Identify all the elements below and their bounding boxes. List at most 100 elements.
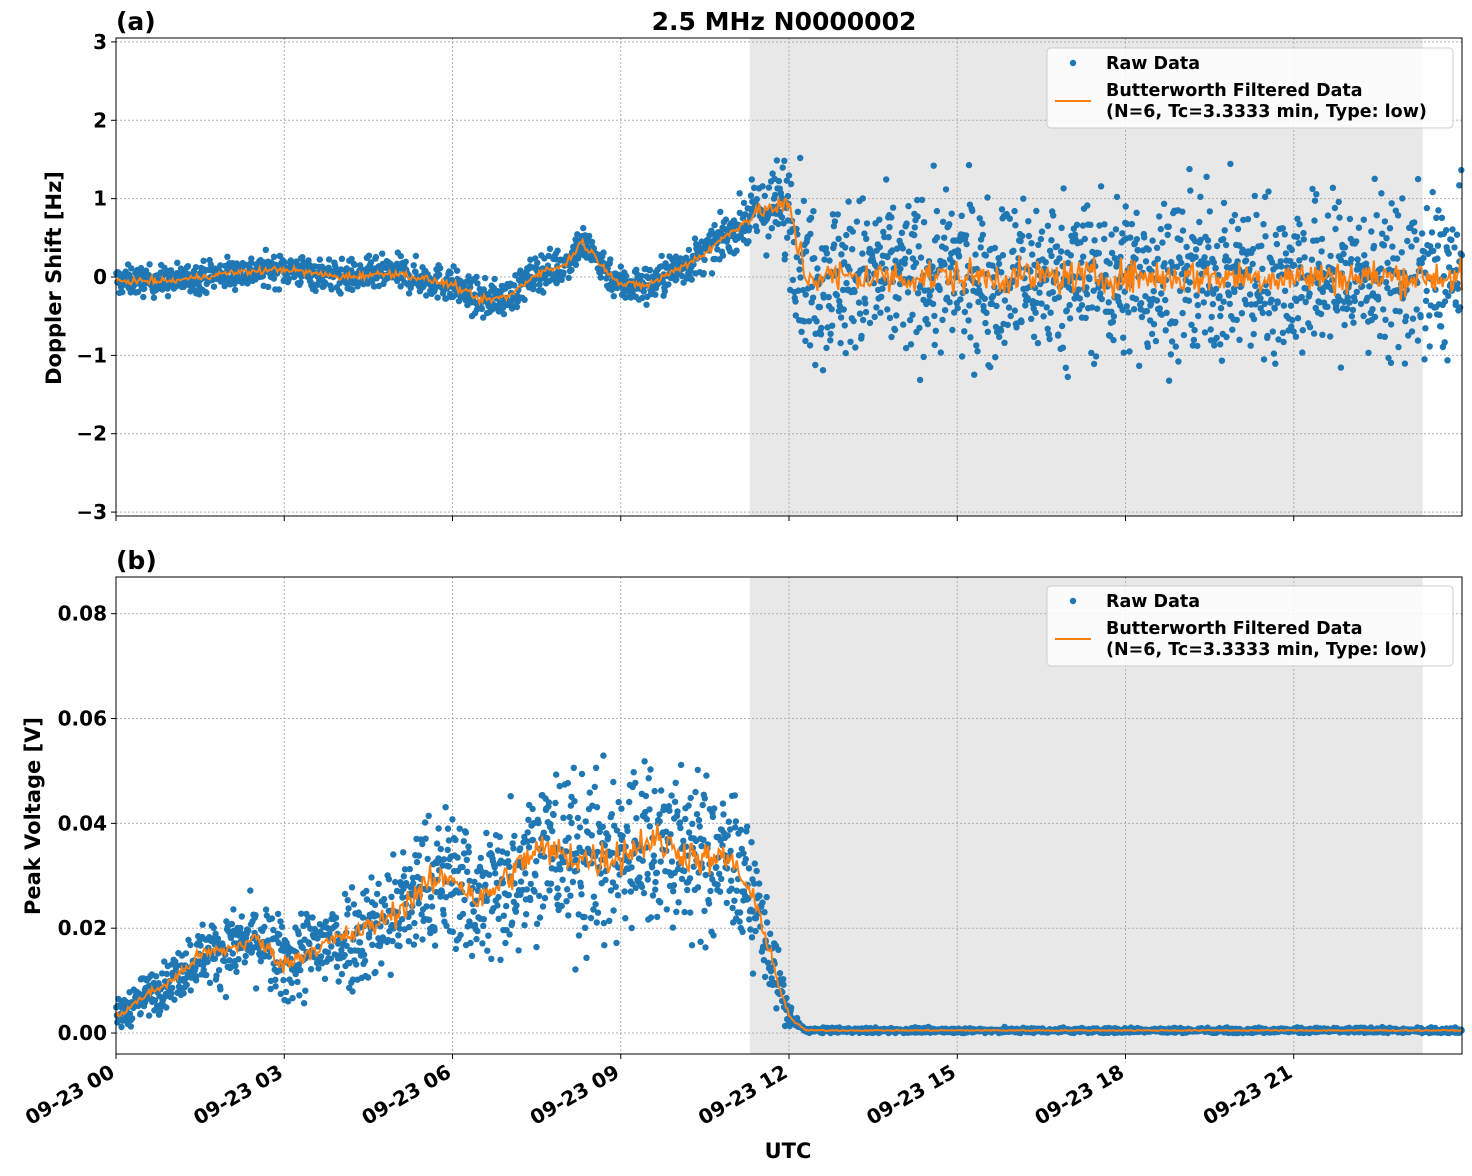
raw-data-point <box>967 334 973 340</box>
raw-data-point <box>702 944 708 950</box>
raw-data-point <box>905 203 911 209</box>
raw-data-point <box>581 914 587 920</box>
raw-data-point <box>687 875 693 881</box>
raw-data-point <box>484 948 490 954</box>
raw-data-point <box>1378 190 1384 196</box>
raw-data-point <box>966 302 972 308</box>
raw-data-point <box>509 919 515 925</box>
raw-data-point <box>883 176 889 182</box>
raw-data-point <box>885 234 891 240</box>
raw-data-point <box>798 329 804 335</box>
raw-data-point <box>233 969 239 975</box>
raw-data-point <box>379 251 385 257</box>
raw-data-point <box>1455 286 1461 292</box>
raw-data-point <box>277 918 283 924</box>
raw-data-point <box>613 940 619 946</box>
raw-data-point <box>873 304 879 310</box>
panel-a-ylabel: Doppler Shift [Hz] <box>42 171 66 385</box>
raw-data-point <box>334 964 340 970</box>
raw-data-point <box>1234 317 1240 323</box>
raw-data-point <box>624 828 630 834</box>
raw-data-point <box>689 821 695 827</box>
raw-data-point <box>452 837 458 843</box>
raw-data-point <box>644 816 650 822</box>
raw-data-point <box>1146 246 1152 252</box>
raw-data-point <box>931 313 937 319</box>
raw-data-point <box>301 1000 307 1006</box>
raw-data-point <box>513 909 519 915</box>
raw-data-point <box>467 940 473 946</box>
raw-data-point <box>872 314 878 320</box>
raw-data-point <box>610 907 616 913</box>
raw-data-point <box>915 290 921 296</box>
raw-data-point <box>578 891 584 897</box>
raw-data-point <box>1133 296 1139 302</box>
raw-data-point <box>938 349 944 355</box>
raw-data-point <box>474 280 480 286</box>
raw-data-point <box>972 251 978 257</box>
raw-data-point <box>993 303 999 309</box>
raw-data-point <box>1154 297 1160 303</box>
raw-data-point <box>669 858 675 864</box>
raw-data-point <box>171 997 177 1003</box>
raw-data-point <box>578 883 584 889</box>
raw-data-point <box>1043 259 1049 265</box>
raw-data-point <box>1420 255 1426 261</box>
raw-data-point <box>548 881 554 887</box>
raw-data-point <box>709 270 715 276</box>
raw-data-point <box>641 758 647 764</box>
raw-data-point <box>435 825 441 831</box>
raw-data-point <box>1403 313 1409 319</box>
raw-data-point <box>183 950 189 956</box>
raw-data-point <box>592 784 598 790</box>
raw-data-point <box>279 924 285 930</box>
raw-data-point <box>542 895 548 901</box>
raw-data-point <box>1178 260 1184 266</box>
raw-data-point <box>494 902 500 908</box>
raw-data-point <box>808 215 814 221</box>
raw-data-point <box>678 762 684 768</box>
raw-data-point <box>1327 333 1333 339</box>
raw-data-point <box>361 952 367 958</box>
raw-data-point <box>651 852 657 858</box>
raw-data-point <box>1038 236 1044 242</box>
raw-data-point <box>128 1023 134 1029</box>
raw-data-point <box>1251 316 1257 322</box>
raw-data-point <box>164 971 170 977</box>
raw-data-point <box>533 858 539 864</box>
raw-data-point <box>476 882 482 888</box>
raw-data-point <box>479 306 485 312</box>
raw-data-point <box>806 318 812 324</box>
panel-a-legend-raw-marker <box>1070 60 1076 66</box>
raw-data-point <box>1219 358 1225 364</box>
raw-data-point <box>560 815 566 821</box>
raw-data-point <box>752 928 758 934</box>
raw-data-point <box>743 856 749 862</box>
raw-data-point <box>1195 313 1201 319</box>
raw-data-point <box>900 245 906 251</box>
raw-data-point <box>1191 327 1197 333</box>
raw-data-point <box>1275 300 1281 306</box>
raw-data-point <box>1086 276 1092 282</box>
raw-data-point <box>1158 226 1164 232</box>
raw-data-point <box>1208 326 1214 332</box>
raw-data-point <box>641 890 647 896</box>
raw-data-point <box>983 252 989 258</box>
raw-data-point <box>1111 313 1117 319</box>
raw-data-point <box>1280 225 1286 231</box>
raw-data-point <box>1348 256 1354 262</box>
raw-data-point <box>633 815 639 821</box>
raw-data-point <box>180 990 186 996</box>
raw-data-point <box>411 920 417 926</box>
raw-data-point <box>843 232 849 238</box>
raw-data-point <box>577 824 583 830</box>
raw-data-point <box>992 354 998 360</box>
raw-data-point <box>828 306 834 312</box>
raw-data-point <box>1185 287 1191 293</box>
raw-data-point <box>723 216 729 222</box>
raw-data-point <box>446 863 452 869</box>
raw-data-point <box>718 876 724 882</box>
raw-data-point <box>1387 225 1393 231</box>
raw-data-point <box>540 903 546 909</box>
raw-data-point <box>652 886 658 892</box>
